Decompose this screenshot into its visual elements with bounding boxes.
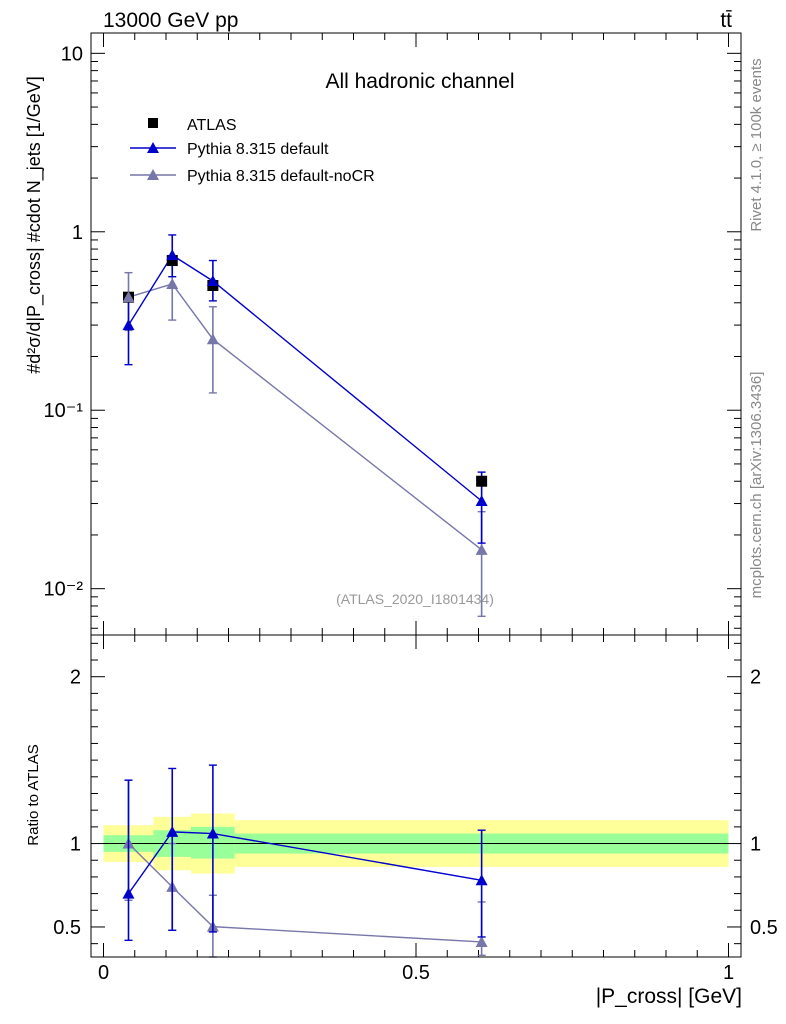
main-y-axis-label-text: #d²σ/d|P_cross| #cdot N_jets [1/GeV] bbox=[24, 76, 45, 374]
ratio-y-tick-label-left: 0.5 bbox=[53, 917, 81, 939]
main-y-tick-label: 10 bbox=[61, 43, 83, 65]
ratio-panel: 0.5 0.5 1 1 2 2 0 0.5 1 Ratio to ATLAS |P_cross|… bbox=[25, 634, 778, 1008]
analysis-id: (ATLAS_2020_I1801434) bbox=[336, 591, 494, 607]
main-y-tick-label: 10⁻¹ bbox=[44, 400, 84, 422]
atlas-data-point bbox=[166, 255, 178, 267]
ratio-y-tick-label-right: 0.5 bbox=[750, 917, 778, 939]
main-series-line bbox=[128, 283, 483, 551]
main-series-marker bbox=[206, 274, 219, 286]
main-series-marker bbox=[122, 319, 135, 331]
main-axis-ticks: 10⁻² 10⁻¹ 1 10 bbox=[44, 33, 741, 635]
ratio-series-marker bbox=[122, 887, 135, 899]
mcplots-label: mcplots.cern.ch [arXiv:1306.3436] bbox=[748, 372, 765, 599]
main-series-marker bbox=[475, 494, 488, 506]
x-tick-label: 1 bbox=[723, 962, 734, 984]
atlas-data-point bbox=[476, 475, 488, 487]
main-y-tick-label: 10⁻² bbox=[44, 579, 84, 601]
ratio-axis-ticks: 0.5 0.5 1 1 2 2 0 0.5 1 bbox=[53, 635, 778, 984]
x-tick-label: 0 bbox=[98, 962, 109, 984]
ratio-series-line bbox=[127, 831, 482, 895]
legend: ATLAS Pythia 8.315 default Pythia 8.315 … bbox=[130, 117, 375, 185]
rivet-label: Rivet 4.1.0, ≥ 100k events bbox=[748, 58, 765, 231]
main-series-marker bbox=[206, 333, 219, 345]
main-series-marker bbox=[166, 249, 179, 261]
legend-marker-nocr bbox=[147, 169, 159, 180]
ratio-series-marker bbox=[475, 935, 488, 947]
main-panel: 10⁻² 10⁻¹ 1 10 All hadronic channel (ATLAS_… bbox=[24, 32, 742, 636]
process-label: tt̄ bbox=[720, 9, 732, 32]
ratio-y-tick-label-left: 2 bbox=[70, 667, 81, 689]
legend-marker-atlas bbox=[148, 118, 158, 128]
main-y-axis-label: #d²σ/d|P_cross| #cdot N_jets [1/GeV] bbox=[24, 76, 45, 374]
main-series-marker bbox=[475, 543, 488, 555]
ratio-y-tick-label-right: 2 bbox=[750, 667, 761, 689]
ratio-frame bbox=[90, 634, 742, 958]
legend-label-atlas: ATLAS bbox=[187, 117, 237, 134]
x-tick-label: 0.5 bbox=[402, 962, 430, 984]
main-series-group bbox=[122, 234, 488, 618]
main-y-tick-label: 1 bbox=[72, 222, 83, 244]
ratio-series-group bbox=[122, 764, 488, 958]
ratio-series-line bbox=[128, 843, 482, 943]
energy-label: 13000 GeV pp bbox=[103, 9, 238, 32]
ratio-series-marker bbox=[206, 827, 219, 839]
ratio-y-tick-label-right: 1 bbox=[750, 834, 761, 856]
main-series-marker bbox=[166, 277, 179, 289]
ratio-bands bbox=[103, 813, 729, 874]
ratio-y-axis-label: Ratio to ATLAS bbox=[25, 744, 42, 845]
main-series-marker bbox=[122, 291, 135, 303]
ratio-series-marker bbox=[166, 825, 179, 837]
main-series-line bbox=[127, 254, 483, 502]
legend-label-nocr: Pythia 8.315 default-noCR bbox=[187, 168, 375, 185]
legend-marker-default bbox=[147, 142, 159, 153]
main-title: All hadronic channel bbox=[325, 70, 514, 93]
ratio-y-tick-label-left: 1 bbox=[70, 834, 81, 856]
legend-label-default: Pythia 8.315 default bbox=[187, 141, 329, 158]
ratio-series-marker bbox=[475, 874, 488, 886]
x-axis-label: |P_cross| [GeV] bbox=[596, 985, 742, 1008]
